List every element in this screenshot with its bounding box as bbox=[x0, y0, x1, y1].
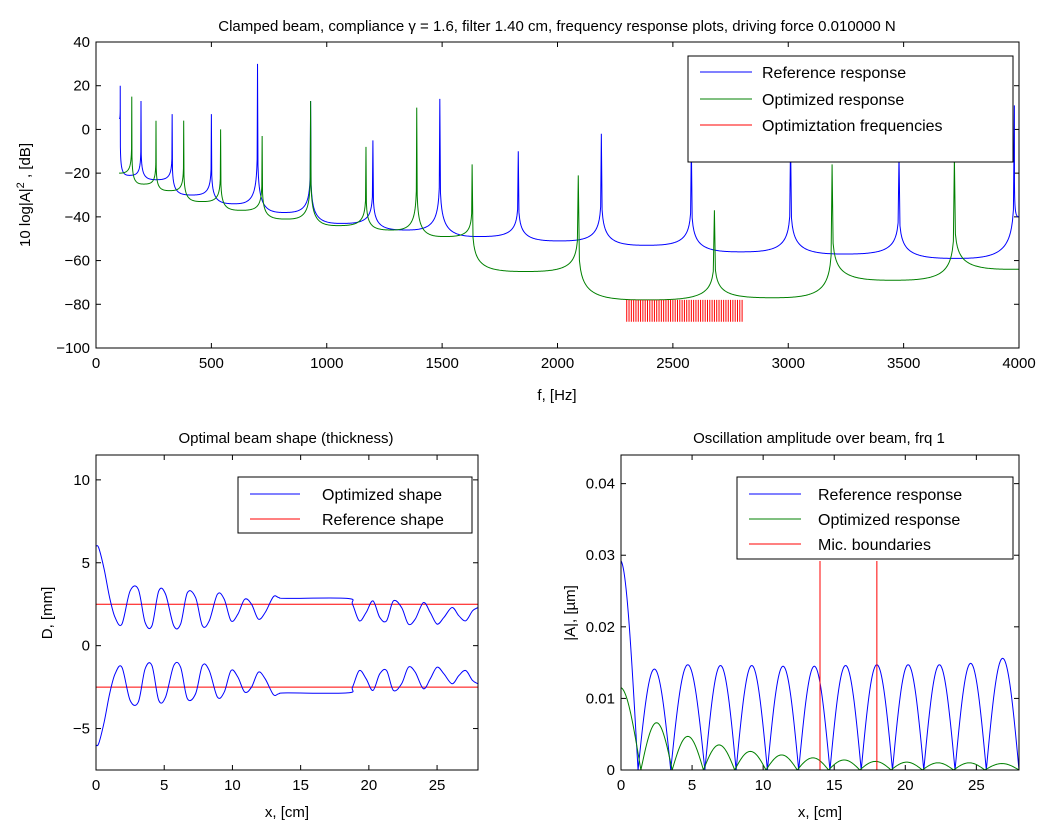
frequency-response-plot: Clamped beam, compliance γ = 1.6, filter… bbox=[15, 18, 1036, 404]
series-line-optimized-response bbox=[621, 687, 1019, 770]
y-tick-label: 0 bbox=[607, 762, 615, 779]
y-tick-label: 0.04 bbox=[586, 476, 615, 493]
series-optimization-frequencies bbox=[626, 299, 743, 322]
x-tick-label: 2000 bbox=[541, 355, 574, 372]
legend-box bbox=[687, 55, 1014, 163]
legend: Reference response Optimized response Mi… bbox=[736, 476, 1014, 560]
axis-ticks: 0 5 10 15 20 25 −5 0 5 10 bbox=[73, 455, 478, 794]
x-tick-label: 0 bbox=[92, 355, 100, 372]
plot-area bbox=[620, 454, 1020, 771]
x-axis-label: f, [Hz] bbox=[537, 387, 576, 404]
y-tick-label: 0.01 bbox=[586, 690, 615, 707]
x-tick-label: 3500 bbox=[887, 355, 920, 372]
y-tick-label: 40 bbox=[73, 34, 90, 51]
x-tick-label: 2500 bbox=[656, 355, 689, 372]
y-tick-label: −80 bbox=[65, 296, 90, 313]
y-tick-label: 10 bbox=[73, 472, 90, 489]
series-line-optimized-response bbox=[119, 96, 1019, 301]
y-tick-label: 5 bbox=[82, 555, 90, 572]
x-tick-label: 5 bbox=[688, 777, 696, 794]
legend-label-optimized: Optimized shape bbox=[322, 487, 442, 504]
chart-title: Clamped beam, compliance γ = 1.6, filter… bbox=[218, 18, 895, 35]
series-line-reference-response bbox=[118, 63, 1019, 259]
x-axis-label: x, [cm] bbox=[265, 804, 309, 821]
y-axis-label: |A|, [µm] bbox=[562, 585, 579, 641]
x-tick-label: 15 bbox=[826, 777, 843, 794]
y-axis-label: D, [mm] bbox=[39, 587, 56, 640]
legend-label-frequencies: Optimiztation frequencies bbox=[762, 118, 943, 135]
plot-area bbox=[95, 41, 1020, 349]
x-tick-label: 10 bbox=[224, 777, 241, 794]
legend-label-optimized: Optimized response bbox=[818, 512, 960, 529]
x-tick-label: 3000 bbox=[772, 355, 805, 372]
legend-label-boundaries: Mic. boundaries bbox=[818, 537, 931, 554]
plot-area bbox=[95, 454, 479, 771]
series-line-reference-shape bbox=[96, 603, 478, 688]
legend-label-optimized: Optimized response bbox=[762, 92, 904, 109]
y-tick-label: −100 bbox=[56, 340, 90, 357]
x-tick-label: 5 bbox=[160, 777, 168, 794]
series-line-reference-response bbox=[621, 560, 1019, 770]
legend-box bbox=[736, 476, 1014, 560]
legend: Reference response Optimized response Op… bbox=[687, 55, 1014, 163]
y-tick-label: −5 bbox=[73, 721, 90, 738]
x-tick-label: 20 bbox=[897, 777, 914, 794]
chart-title: Optimal beam shape (thickness) bbox=[178, 430, 393, 447]
oscillation-amplitude-plot: Oscillation amplitude over beam, frq 1 0… bbox=[562, 430, 1020, 821]
axis-ticks: 0 5 10 15 20 25 0 0.01 0.02 0.03 0.04 bbox=[586, 455, 1019, 794]
y-tick-label: −60 bbox=[65, 253, 90, 270]
x-tick-label: 25 bbox=[968, 777, 985, 794]
series-mic-boundaries bbox=[819, 560, 878, 770]
legend-label-reference: Reference response bbox=[762, 65, 906, 82]
x-tick-label: 0 bbox=[617, 777, 625, 794]
beam-shape-plot: Optimal beam shape (thickness) 0 5 10 15 20 2… bbox=[39, 430, 479, 821]
x-tick-label: 25 bbox=[429, 777, 446, 794]
x-tick-label: 15 bbox=[292, 777, 309, 794]
y-tick-label: 0 bbox=[82, 121, 90, 138]
x-axis-label: x, [cm] bbox=[798, 804, 842, 821]
legend-box bbox=[237, 476, 473, 534]
x-tick-label: 10 bbox=[755, 777, 772, 794]
legend: Optimized shape Reference shape bbox=[237, 476, 473, 534]
x-tick-label: 500 bbox=[199, 355, 224, 372]
chart-title: Oscillation amplitude over beam, frq 1 bbox=[693, 430, 945, 447]
x-tick-label: 0 bbox=[92, 777, 100, 794]
axis-ticks: 0 500 1000 1500 2000 2500 3000 3500 4000 −100 −80 −… bbox=[56, 34, 1035, 372]
y-tick-label: 20 bbox=[73, 78, 90, 95]
x-tick-label: 20 bbox=[361, 777, 378, 794]
x-tick-label: 1000 bbox=[310, 355, 343, 372]
y-tick-label: −20 bbox=[65, 165, 90, 182]
x-tick-label: 1500 bbox=[425, 355, 458, 372]
y-tick-label: −40 bbox=[65, 209, 90, 226]
y-tick-label: 0.03 bbox=[586, 547, 615, 564]
y-tick-label: 0 bbox=[82, 638, 90, 655]
y-tick-label: 0.02 bbox=[586, 619, 615, 636]
y-axis-label: 10 log|A|2 , [dB] bbox=[15, 143, 34, 247]
legend-label-reference: Reference response bbox=[818, 487, 962, 504]
legend-label-reference: Reference shape bbox=[322, 512, 444, 529]
x-tick-label: 4000 bbox=[1002, 355, 1035, 372]
series-line-optimized-shape bbox=[96, 545, 478, 747]
